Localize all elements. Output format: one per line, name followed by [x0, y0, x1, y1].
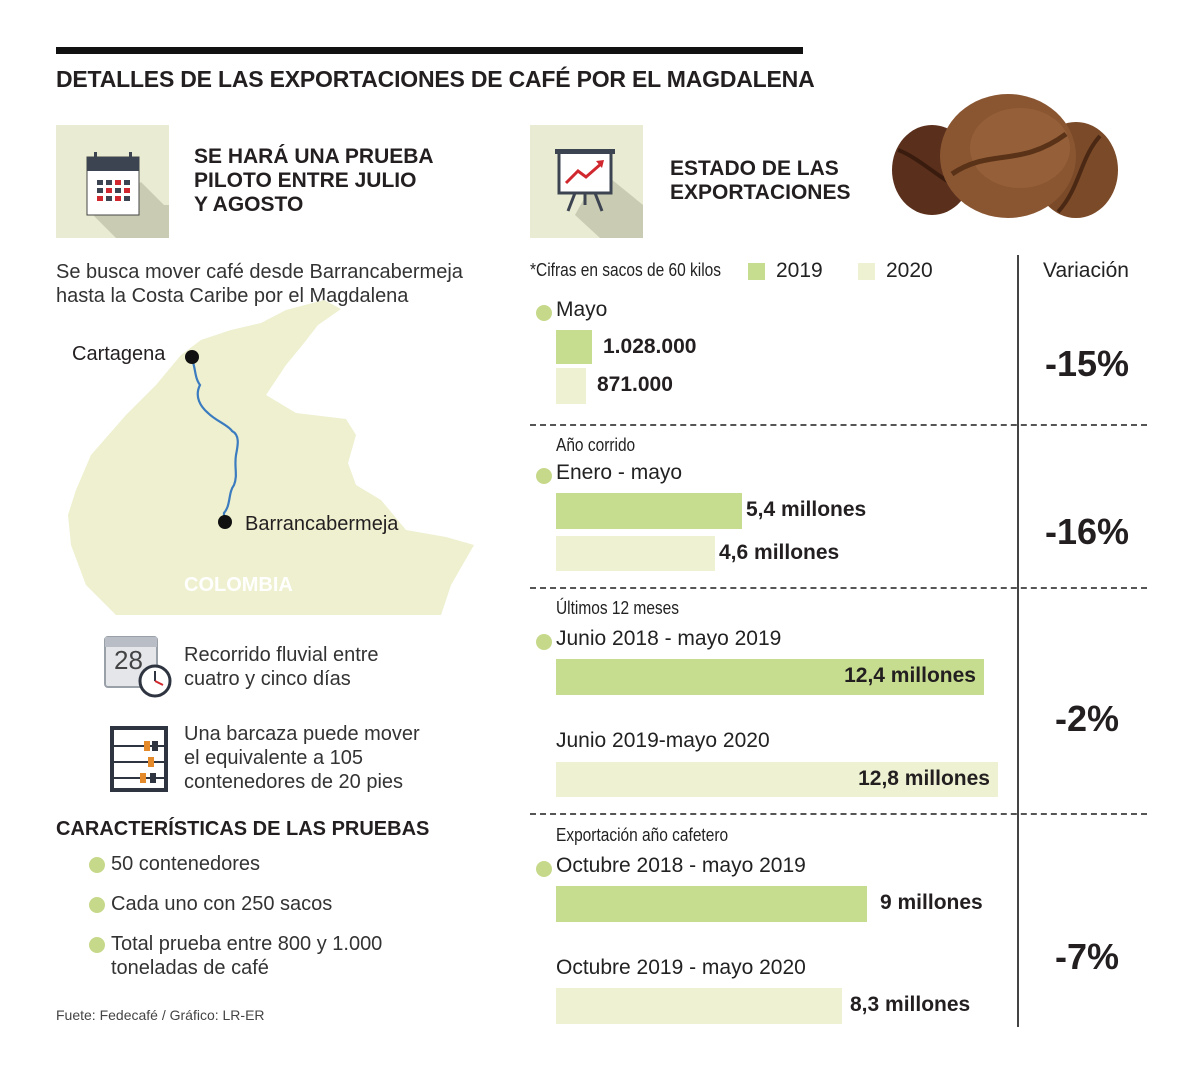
- bar-value-label: 12,8 millones: [858, 767, 990, 790]
- pilot-heading-line: SE HARÁ UNA PRUEBA: [194, 145, 434, 168]
- barrancabermeja-marker: [218, 515, 232, 529]
- legend-label-2019: 2019: [776, 259, 823, 282]
- period-label: Mayo: [556, 298, 608, 321]
- period-label: Enero - mayo: [556, 461, 683, 484]
- group-separator: [530, 424, 1147, 426]
- period-label-2020: Octubre 2019 - mayo 2020: [556, 956, 806, 979]
- source-note: Fuete: Fedecafé / Gráfico: LR-ER: [56, 1007, 265, 1023]
- variation-header: Variación: [1043, 259, 1129, 282]
- calendar-day-number: 28: [114, 645, 143, 675]
- bar-2020: [556, 762, 998, 797]
- presentation-icon-box: [530, 125, 643, 238]
- period-label: Octubre 2018 - mayo 2019: [556, 854, 806, 877]
- fact-river-trip: Recorrido fluvial entre cuatro y cinco d…: [184, 643, 379, 691]
- colombia-map: [68, 300, 474, 615]
- fact-line: contenedores de 20 pies: [184, 771, 404, 793]
- feature-item: Total prueba entre 800 y 1.000 toneladas…: [111, 932, 382, 980]
- section-label: Exportación año cafetero: [556, 825, 729, 845]
- variation-divider: [1017, 255, 1019, 1027]
- exports-heading: ESTADO DE LAS EXPORTACIONES: [670, 157, 850, 205]
- bullet-icon: [536, 468, 552, 484]
- bar-2020: [556, 368, 586, 404]
- presentation-chart-icon: [555, 149, 643, 238]
- bullet-icon: [536, 861, 552, 877]
- bar-value-label: 5,4 millones: [746, 498, 867, 521]
- features-title: CARACTERÍSTICAS DE LAS PRUEBAS: [56, 818, 430, 840]
- exports-heading-line: EXPORTACIONES: [670, 181, 851, 204]
- feature-item: 50 contenedores: [111, 853, 261, 875]
- pilot-heading-line: PILOTO ENTRE JULIO: [194, 169, 417, 192]
- legend-swatch-2019: [748, 263, 765, 280]
- fact-barge-capacity: Una barcaza puede mover el equivalente a…: [184, 722, 420, 794]
- fact-line: Recorrido fluvial entre: [184, 644, 379, 666]
- bar-2019: [556, 330, 592, 364]
- bar-value-label: 1.028.000: [603, 335, 697, 358]
- legend-swatch-2020: [858, 263, 875, 280]
- map-label-barrancabermeja: Barrancabermeja: [245, 513, 399, 535]
- intro-line: Se busca mover café desde Barrancabermej…: [56, 261, 463, 283]
- coffee-beans-image: [892, 94, 1118, 218]
- abacus-icon: [110, 726, 168, 792]
- period-label: Junio 2018 - mayo 2019: [556, 627, 782, 650]
- fact-line: Una barcaza puede mover: [184, 723, 420, 745]
- bar-2019: [556, 493, 742, 529]
- bar-2020: [556, 536, 715, 571]
- group-separator: [530, 587, 1147, 589]
- map-landmass: [68, 300, 474, 615]
- variation-value: -15%: [1044, 343, 1130, 384]
- exports-heading-line: ESTADO DE LAS: [670, 157, 839, 180]
- fact-line: el equivalente a 105: [184, 747, 364, 769]
- bar-value-label: 9 millones: [880, 891, 983, 914]
- calendar-icon: [86, 152, 169, 238]
- feature-item: Cada uno con 250 sacos: [111, 893, 333, 915]
- bullet-icon: [536, 305, 552, 321]
- variation-value: -2%: [1054, 698, 1120, 739]
- legend-label-2020: 2020: [886, 259, 933, 282]
- map-label-country: COLOMBIA: [184, 574, 293, 596]
- bullet-icon: [89, 857, 105, 873]
- calendar-icon-box: [56, 125, 169, 238]
- bar-value-label: 871.000: [597, 373, 673, 396]
- magdalena-river: [190, 356, 239, 521]
- bar-2020: [556, 988, 842, 1024]
- bullet-icon: [536, 634, 552, 650]
- title-rule: [56, 47, 803, 54]
- page-title: DETALLES DE LAS EXPORTACIONES DE CAFÉ PO…: [56, 66, 815, 92]
- fact-line: cuatro y cinco días: [184, 668, 351, 690]
- bar-2019: [556, 659, 984, 695]
- variation-value: -7%: [1054, 936, 1120, 977]
- group-separator: [530, 813, 1147, 815]
- map-label-cartagena: Cartagena: [72, 343, 166, 365]
- variation-value: -16%: [1044, 511, 1130, 552]
- cartagena-marker: [185, 350, 199, 364]
- bar-value-label: 8,3 millones: [850, 993, 971, 1016]
- bar-value-label: 4,6 millones: [719, 541, 840, 564]
- period-label-2020: Junio 2019-mayo 2020: [556, 729, 770, 752]
- pilot-heading: SE HARÁ UNA PRUEBA PILOTO ENTRE JULIO Y …: [194, 145, 434, 217]
- feature-line: toneladas de café: [111, 957, 269, 979]
- section-label: Año corrido: [556, 435, 636, 455]
- calendar-clock-icon: [104, 636, 172, 698]
- bar-2019: [556, 886, 867, 922]
- feature-line: Total prueba entre 800 y 1.000: [111, 933, 383, 955]
- bar-value-label: 12,4 millones: [844, 664, 976, 687]
- pilot-heading-line: Y AGOSTO: [194, 193, 304, 216]
- bullet-icon: [89, 897, 105, 913]
- unit-note: *Cifras en sacos de 60 kilos: [530, 260, 722, 280]
- bullet-icon: [89, 937, 105, 953]
- section-label: Últimos 12 meses: [556, 598, 680, 618]
